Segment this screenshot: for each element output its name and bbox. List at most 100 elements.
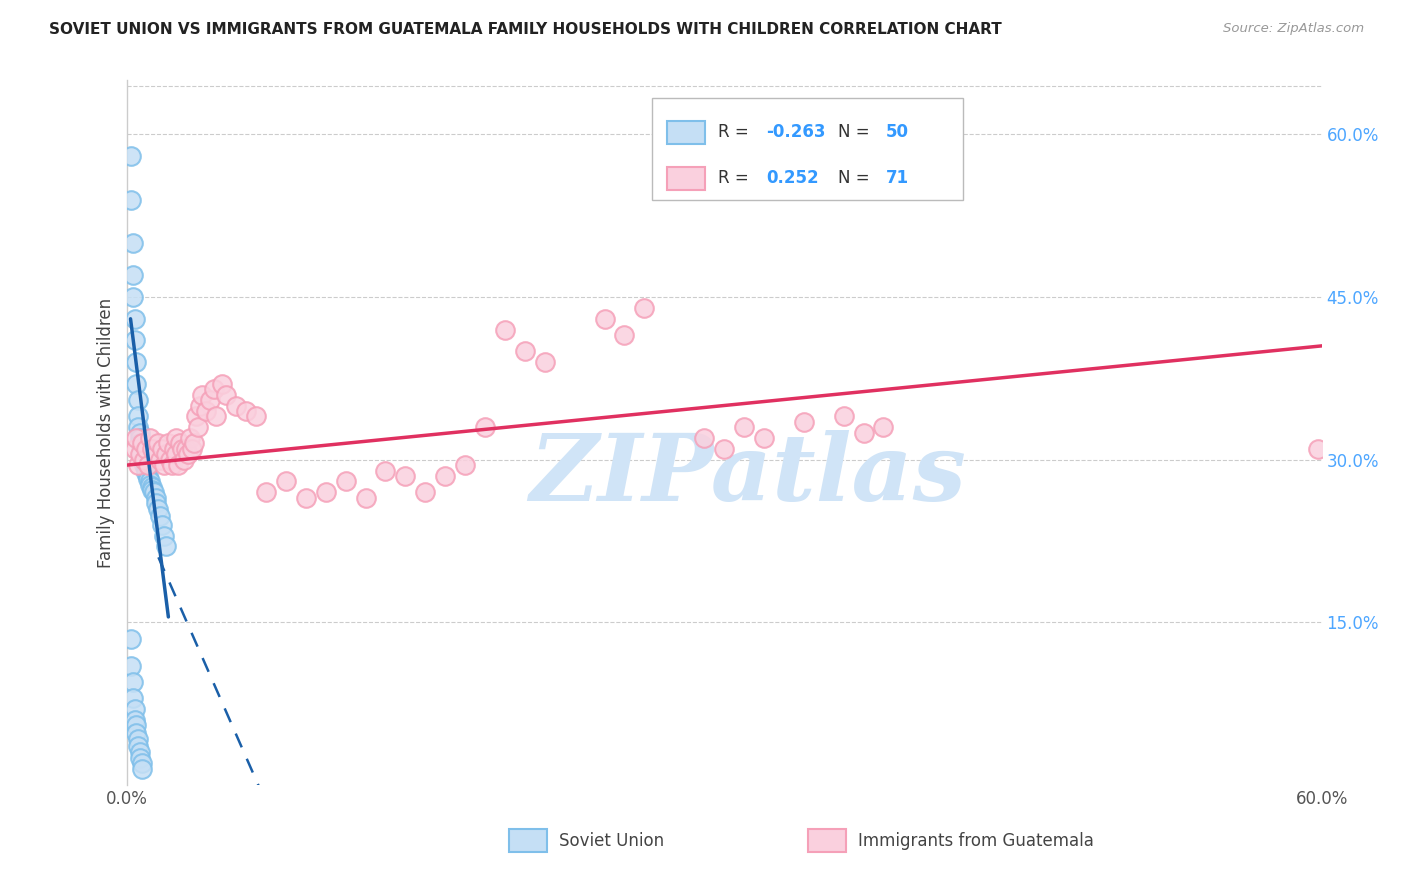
- Point: [434, 469, 457, 483]
- Point: [135, 466, 157, 480]
- Point: [120, 658, 142, 673]
- Point: [148, 501, 170, 516]
- Point: [165, 431, 187, 445]
- Text: Immigrants from Guatemala: Immigrants from Guatemala: [858, 831, 1094, 849]
- Point: [191, 387, 214, 401]
- Point: [138, 469, 160, 483]
- Point: [138, 458, 160, 472]
- Point: [413, 485, 436, 500]
- Text: N =: N =: [838, 123, 869, 142]
- Point: [593, 311, 616, 326]
- FancyBboxPatch shape: [666, 167, 704, 189]
- Point: [129, 431, 152, 445]
- Point: [129, 751, 152, 765]
- Point: [124, 442, 146, 456]
- Text: 71: 71: [886, 169, 908, 187]
- Point: [211, 376, 233, 391]
- Point: [127, 732, 149, 747]
- Point: [129, 746, 152, 760]
- Point: [134, 452, 156, 467]
- Point: [205, 409, 228, 424]
- Point: [135, 442, 157, 456]
- Point: [195, 404, 218, 418]
- Text: 0.252: 0.252: [766, 169, 818, 187]
- Point: [155, 540, 177, 554]
- Point: [129, 436, 152, 450]
- Point: [143, 485, 166, 500]
- Point: [613, 328, 636, 343]
- Point: [335, 475, 357, 489]
- Point: [145, 496, 167, 510]
- Point: [354, 491, 377, 505]
- Point: [155, 447, 177, 461]
- Point: [131, 442, 153, 456]
- Point: [129, 447, 152, 461]
- Point: [150, 442, 174, 456]
- Point: [159, 452, 181, 467]
- Point: [149, 452, 172, 467]
- Point: [120, 193, 142, 207]
- Point: [752, 431, 775, 445]
- Point: [793, 415, 815, 429]
- FancyBboxPatch shape: [509, 830, 547, 852]
- Point: [245, 409, 267, 424]
- Point: [120, 632, 142, 646]
- Point: [138, 472, 160, 486]
- Point: [125, 726, 148, 740]
- Point: [832, 409, 855, 424]
- Point: [125, 376, 148, 391]
- Point: [163, 442, 186, 456]
- Point: [131, 756, 153, 771]
- Point: [131, 444, 153, 458]
- Point: [134, 452, 156, 467]
- Point: [274, 475, 297, 489]
- Point: [852, 425, 875, 440]
- FancyBboxPatch shape: [666, 121, 704, 144]
- Point: [177, 447, 200, 461]
- Point: [125, 718, 148, 732]
- Point: [121, 268, 143, 283]
- Point: [172, 442, 194, 456]
- Point: [374, 464, 396, 478]
- Text: -0.263: -0.263: [766, 123, 825, 142]
- Point: [181, 442, 204, 456]
- Point: [121, 675, 143, 690]
- Point: [162, 458, 184, 472]
- Point: [139, 475, 162, 489]
- Point: [141, 483, 163, 497]
- Text: SOVIET UNION VS IMMIGRANTS FROM GUATEMALA FAMILY HOUSEHOLDS WITH CHILDREN CORREL: SOVIET UNION VS IMMIGRANTS FROM GUATEMAL…: [49, 22, 1002, 37]
- Text: Source: ZipAtlas.com: Source: ZipAtlas.com: [1223, 22, 1364, 36]
- Point: [121, 290, 143, 304]
- Point: [141, 480, 163, 494]
- Point: [235, 404, 257, 418]
- Point: [124, 311, 146, 326]
- Point: [169, 436, 191, 450]
- Point: [494, 323, 516, 337]
- Point: [225, 399, 247, 413]
- Point: [394, 469, 416, 483]
- Point: [174, 442, 197, 456]
- Point: [633, 301, 655, 315]
- Point: [713, 442, 735, 456]
- Point: [131, 447, 153, 461]
- Point: [183, 436, 205, 450]
- Point: [135, 461, 157, 475]
- Point: [127, 393, 149, 408]
- Point: [187, 420, 209, 434]
- Point: [186, 409, 208, 424]
- Text: N =: N =: [838, 169, 869, 187]
- Point: [139, 431, 162, 445]
- Text: Soviet Union: Soviet Union: [560, 831, 664, 849]
- Point: [454, 458, 477, 472]
- Point: [315, 485, 337, 500]
- Point: [121, 691, 143, 706]
- Point: [145, 447, 167, 461]
- Point: [127, 409, 149, 424]
- Point: [1306, 442, 1329, 456]
- Point: [872, 420, 894, 434]
- Point: [141, 442, 163, 456]
- Point: [120, 149, 142, 163]
- Point: [134, 458, 156, 472]
- Point: [157, 436, 180, 450]
- Point: [127, 420, 149, 434]
